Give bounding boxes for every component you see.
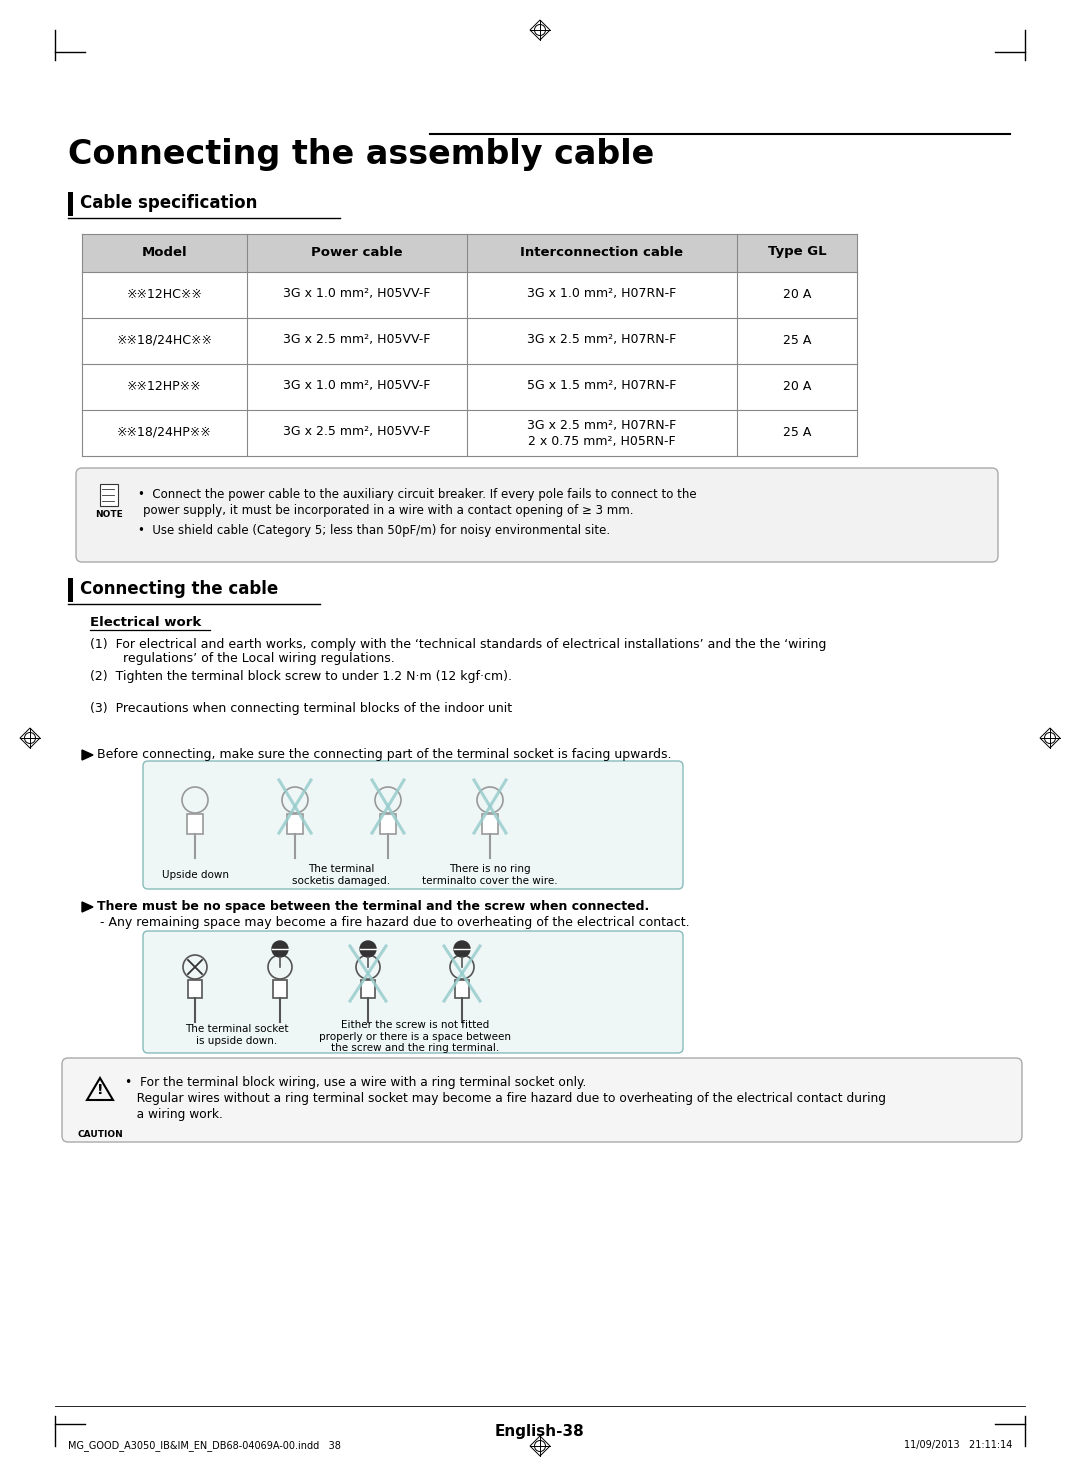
Bar	[82, 410, 247, 456]
Text: Power cable: Power cable	[311, 245, 403, 258]
Text: •  Use shield cable (Category 5; less than 50pF/m) for noisy environmental site.: • Use shield cable (Category 5; less tha…	[138, 524, 610, 537]
Text: Model: Model	[141, 245, 187, 258]
Text: •  For the terminal block wiring, use a wire with a ring terminal socket only.: • For the terminal block wiring, use a w…	[125, 1076, 586, 1089]
Text: Upside down: Upside down	[162, 869, 229, 880]
Text: power supply, it must be incorporated in a wire with a contact opening of ≥ 3 mm: power supply, it must be incorporated in…	[143, 503, 634, 517]
Text: •  Connect the power cable to the auxiliary circuit breaker. If every pole fails: • Connect the power cable to the auxilia…	[138, 489, 697, 500]
Text: 3G x 1.0 mm², H05VV-F: 3G x 1.0 mm², H05VV-F	[283, 288, 431, 301]
Text: (1)  For electrical and earth works, comply with the ‘technical standards of ele: (1) For electrical and earth works, comp…	[90, 638, 826, 651]
Bar	[467, 410, 737, 456]
Text: ※※12HC※※: ※※12HC※※	[126, 288, 202, 301]
Bar	[361, 980, 375, 998]
Text: ※※18/24HC※※: ※※18/24HC※※	[117, 334, 213, 347]
Text: - Any remaining space may become a fire hazard due to overheating of the electri: - Any remaining space may become a fire …	[100, 917, 690, 928]
Text: There must be no space between the terminal and the screw when connected.: There must be no space between the termi…	[97, 900, 649, 914]
Text: a wiring work.: a wiring work.	[125, 1108, 222, 1120]
Bar	[467, 235, 737, 272]
Text: ※※12HP※※: ※※12HP※※	[127, 379, 202, 393]
Circle shape	[272, 942, 288, 956]
Text: MG_GOOD_A3050_IB&IM_EN_DB68-04069A-00.indd   38: MG_GOOD_A3050_IB&IM_EN_DB68-04069A-00.in…	[68, 1441, 341, 1451]
Text: Cable specification: Cable specification	[80, 193, 257, 213]
Text: Type GL: Type GL	[768, 245, 826, 258]
Text: 3G x 2.5 mm², H07RN-F: 3G x 2.5 mm², H07RN-F	[527, 419, 677, 431]
Text: The terminal socket
is upside down.: The terminal socket is upside down.	[186, 1024, 288, 1045]
Text: Either the screw is not fitted
properly or there is a space between
the screw an: Either the screw is not fitted properly …	[319, 1020, 511, 1054]
Bar	[380, 813, 396, 834]
Text: !: !	[97, 1083, 104, 1097]
Text: Electrical work: Electrical work	[90, 615, 201, 629]
Bar	[737, 235, 858, 272]
Text: 25 A: 25 A	[783, 334, 811, 347]
Text: 5G x 1.5 mm², H07RN-F: 5G x 1.5 mm², H07RN-F	[527, 379, 677, 393]
Text: 25 A: 25 A	[783, 425, 811, 438]
Text: CAUTION: CAUTION	[77, 1131, 123, 1139]
Text: Regular wires without a ring terminal socket may become a fire hazard due to ove: Regular wires without a ring terminal so…	[125, 1092, 886, 1106]
Text: Before connecting, make sure the connecting part of the terminal socket is facin: Before connecting, make sure the connect…	[97, 748, 672, 762]
Text: Connecting the cable: Connecting the cable	[80, 580, 279, 598]
Bar	[247, 365, 467, 410]
FancyBboxPatch shape	[62, 1058, 1022, 1142]
FancyBboxPatch shape	[143, 762, 683, 889]
Bar	[247, 272, 467, 317]
Polygon shape	[82, 750, 93, 760]
Text: Interconnection cable: Interconnection cable	[521, 245, 684, 258]
Text: NOTE: NOTE	[95, 511, 123, 520]
Text: 20 A: 20 A	[783, 379, 811, 393]
Bar	[482, 813, 498, 834]
Bar	[247, 317, 467, 365]
Text: 3G x 2.5 mm², H05VV-F: 3G x 2.5 mm², H05VV-F	[283, 425, 431, 438]
Bar	[273, 980, 287, 998]
Bar	[737, 272, 858, 317]
Circle shape	[454, 942, 470, 956]
Bar	[82, 317, 247, 365]
Text: 11/09/2013   21:11:14: 11/09/2013 21:11:14	[904, 1441, 1012, 1449]
Bar	[247, 235, 467, 272]
Text: 3G x 2.5 mm², H07RN-F: 3G x 2.5 mm², H07RN-F	[527, 334, 677, 347]
Bar	[247, 410, 467, 456]
Bar	[100, 484, 118, 506]
Circle shape	[360, 942, 376, 956]
FancyBboxPatch shape	[143, 931, 683, 1052]
Text: The terminal
socketis damaged.: The terminal socketis damaged.	[292, 863, 390, 886]
Text: regulations’ of the Local wiring regulations.: regulations’ of the Local wiring regulat…	[95, 652, 395, 666]
Bar	[187, 813, 203, 834]
Text: (3)  Precautions when connecting terminal blocks of the indoor unit: (3) Precautions when connecting terminal…	[90, 703, 512, 714]
Text: 3G x 1.0 mm², H05VV-F: 3G x 1.0 mm², H05VV-F	[283, 379, 431, 393]
Bar	[82, 365, 247, 410]
Polygon shape	[82, 902, 93, 912]
Text: 3G x 1.0 mm², H07RN-F: 3G x 1.0 mm², H07RN-F	[527, 288, 677, 301]
Bar	[287, 813, 303, 834]
Text: There is no ring
terminalto cover the wire.: There is no ring terminalto cover the wi…	[422, 863, 557, 886]
Bar	[467, 272, 737, 317]
Bar	[68, 192, 73, 215]
Text: 3G x 2.5 mm², H05VV-F: 3G x 2.5 mm², H05VV-F	[283, 334, 431, 347]
Text: ※※18/24HP※※: ※※18/24HP※※	[117, 425, 212, 438]
Bar	[737, 410, 858, 456]
Bar	[455, 980, 469, 998]
Text: 20 A: 20 A	[783, 288, 811, 301]
Text: 2 x 0.75 mm², H05RN-F: 2 x 0.75 mm², H05RN-F	[528, 434, 676, 447]
Bar	[467, 365, 737, 410]
Bar	[737, 365, 858, 410]
Text: (2)  Tighten the terminal block screw to under 1.2 N·m (12 kgf·cm).: (2) Tighten the terminal block screw to …	[90, 670, 512, 683]
Bar	[82, 272, 247, 317]
Bar	[467, 317, 737, 365]
Bar	[68, 579, 73, 602]
Text: Connecting the assembly cable: Connecting the assembly cable	[68, 137, 654, 171]
Text: English-38: English-38	[495, 1424, 585, 1439]
Bar	[737, 317, 858, 365]
Bar	[188, 980, 202, 998]
FancyBboxPatch shape	[76, 468, 998, 562]
Bar	[82, 235, 247, 272]
